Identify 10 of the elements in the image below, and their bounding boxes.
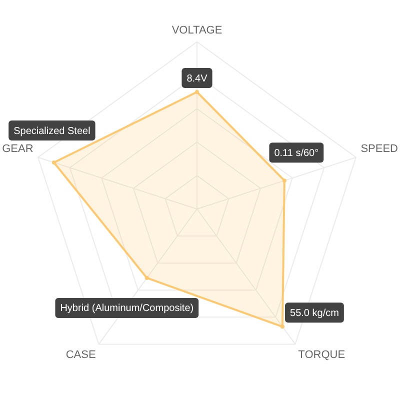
text: Hybrid (Aluminum/Composite) (60, 303, 194, 314)
spoke-label: CASE (66, 348, 96, 361)
text: Specialized Steel (14, 126, 90, 137)
text: 55.0 kg/cm (290, 308, 339, 319)
text: 8.4V (186, 73, 208, 84)
spoke-label: TORQUE (298, 348, 346, 361)
spoke-label: GEAR (2, 143, 34, 156)
text: 0.11 s/60° (274, 148, 319, 159)
spoke-label: VOLTAGE (172, 24, 222, 36)
spoke-label: SPEED (360, 143, 398, 156)
